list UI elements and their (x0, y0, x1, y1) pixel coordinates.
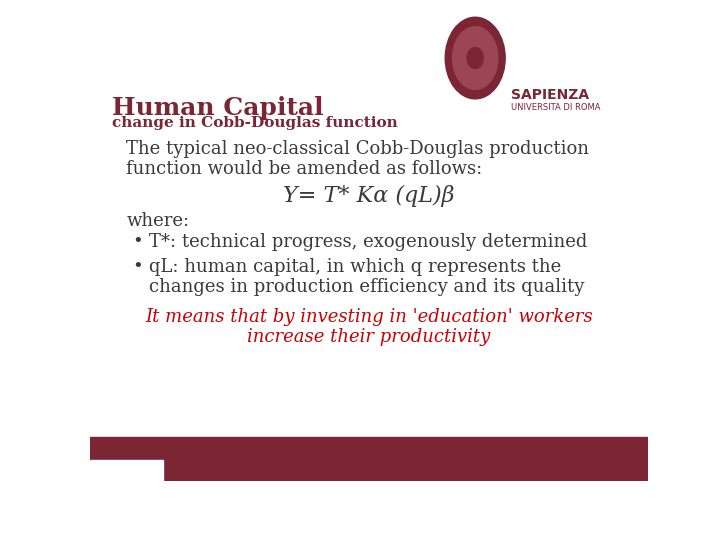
Text: •: • (132, 233, 143, 251)
Text: •: • (132, 258, 143, 276)
Text: increase their productivity: increase their productivity (248, 328, 490, 346)
Ellipse shape (452, 26, 498, 90)
Text: It means that by investing in 'education' workers: It means that by investing in 'education… (145, 308, 593, 326)
Text: Y= T* Kα (qL)β: Y= T* Kα (qL)β (283, 185, 455, 207)
Bar (90, 460, 163, 481)
Text: UNIVERSITA DI ROMA: UNIVERSITA DI ROMA (511, 103, 600, 112)
Text: qL: human capital, in which q represents the: qL: human capital, in which q represents… (148, 258, 561, 276)
Text: change in Cobb-Douglas function: change in Cobb-Douglas function (112, 116, 398, 130)
Ellipse shape (467, 48, 483, 69)
Text: The typical neo-classical Cobb-Douglas production: The typical neo-classical Cobb-Douglas p… (126, 140, 589, 158)
Text: where:: where: (126, 212, 189, 231)
Text: T*: technical progress, exogenously determined: T*: technical progress, exogenously dete… (148, 233, 587, 251)
Bar (90, 437, 648, 481)
Text: changes in production efficiency and its quality: changes in production efficiency and its… (148, 278, 584, 296)
Text: function would be amended as follows:: function would be amended as follows: (126, 160, 482, 178)
Text: SAPIENZA: SAPIENZA (511, 87, 590, 102)
Text: Human Capital: Human Capital (112, 96, 324, 120)
Ellipse shape (445, 17, 505, 99)
